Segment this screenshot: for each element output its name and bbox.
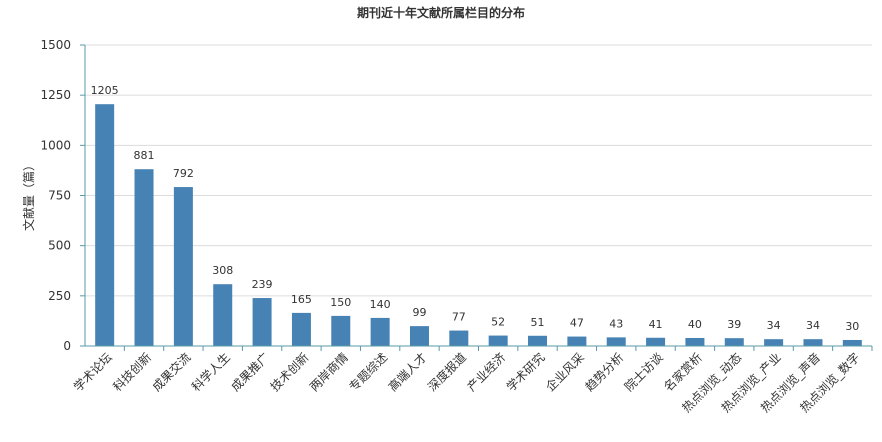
y-tick-label: 250 bbox=[48, 289, 71, 303]
chart-title: 期刊近十年文献所属栏目的分布 bbox=[357, 5, 525, 20]
bar bbox=[724, 338, 744, 346]
bar bbox=[409, 326, 429, 346]
x-tick-label: 成果推广 bbox=[228, 350, 272, 394]
data-label: 40 bbox=[688, 318, 702, 331]
bar bbox=[252, 298, 272, 346]
x-tick-label: 企业风采 bbox=[542, 350, 587, 395]
data-label: 239 bbox=[252, 278, 273, 291]
y-tick-label: 750 bbox=[48, 189, 71, 203]
bar bbox=[291, 312, 311, 346]
bar bbox=[842, 339, 862, 346]
data-label: 30 bbox=[845, 320, 859, 333]
bars bbox=[95, 104, 862, 347]
bar bbox=[331, 315, 351, 346]
bar bbox=[488, 335, 508, 346]
x-tick-label: 成果交流 bbox=[149, 350, 194, 395]
data-label: 881 bbox=[134, 149, 155, 162]
bar bbox=[685, 337, 705, 346]
data-labels: 1205 881 792 308 239 165 150 140 99 77 52 51 47 43 41 4… bbox=[91, 84, 860, 333]
bar bbox=[449, 330, 469, 346]
bar bbox=[95, 104, 115, 347]
x-tick-label: 院士访谈 bbox=[622, 350, 666, 394]
bar bbox=[213, 284, 233, 346]
data-label: 1205 bbox=[91, 84, 119, 97]
data-label: 165 bbox=[291, 293, 312, 306]
bar bbox=[606, 337, 626, 346]
bar bbox=[646, 337, 666, 346]
data-label: 77 bbox=[452, 311, 466, 324]
y-tick-label: 1000 bbox=[40, 138, 71, 152]
x-axis-tick-labels: 学术论坛科技创新成果交流科学人生成果推广技术创新两岸商情专题综述高端人才深度报道… bbox=[70, 346, 873, 415]
bar bbox=[764, 339, 784, 346]
data-label: 308 bbox=[212, 264, 233, 277]
x-tick-label: 趋势分析 bbox=[582, 350, 626, 394]
x-tick-label: 两岸商情 bbox=[306, 350, 351, 395]
x-tick-label: 专题综述 bbox=[346, 350, 391, 395]
data-label: 150 bbox=[330, 296, 351, 309]
x-tick-label: 高端人才 bbox=[385, 350, 430, 395]
bar bbox=[803, 339, 823, 346]
x-tick-label: 科技创新 bbox=[110, 350, 155, 395]
bar bbox=[567, 336, 587, 346]
data-label: 34 bbox=[806, 319, 820, 332]
x-tick-label: 技术创新 bbox=[267, 350, 312, 395]
y-axis-label: 文献量（篇） bbox=[21, 159, 36, 231]
bar bbox=[173, 187, 193, 346]
y-tick-label: 1250 bbox=[40, 88, 71, 102]
x-tick-label: 深度报道 bbox=[424, 350, 469, 395]
x-tick-label: 学术论坛 bbox=[70, 350, 115, 395]
x-tick-label: 科学人生 bbox=[188, 350, 233, 395]
data-label: 47 bbox=[570, 317, 584, 330]
y-tick-label: 500 bbox=[48, 239, 71, 253]
x-tick-label: 产业经济 bbox=[464, 350, 509, 395]
data-label: 41 bbox=[649, 318, 663, 331]
data-label: 140 bbox=[370, 298, 391, 311]
gridlines bbox=[85, 44, 872, 297]
data-label: 43 bbox=[609, 317, 623, 330]
y-tick-label: 1500 bbox=[40, 38, 71, 52]
bar bbox=[528, 335, 548, 346]
data-label: 51 bbox=[531, 316, 545, 329]
data-label: 792 bbox=[173, 167, 194, 180]
bar bbox=[370, 317, 390, 346]
y-tick-label: 0 bbox=[63, 339, 71, 353]
x-tick-label: 学术研究 bbox=[503, 350, 548, 395]
data-label: 39 bbox=[727, 318, 741, 331]
bar bbox=[134, 169, 154, 346]
y-axis-ticks: 0 250 500 750 1000 1250 1500 bbox=[40, 38, 85, 353]
data-label: 99 bbox=[412, 306, 426, 319]
data-label: 52 bbox=[491, 316, 505, 329]
data-label: 34 bbox=[767, 319, 781, 332]
